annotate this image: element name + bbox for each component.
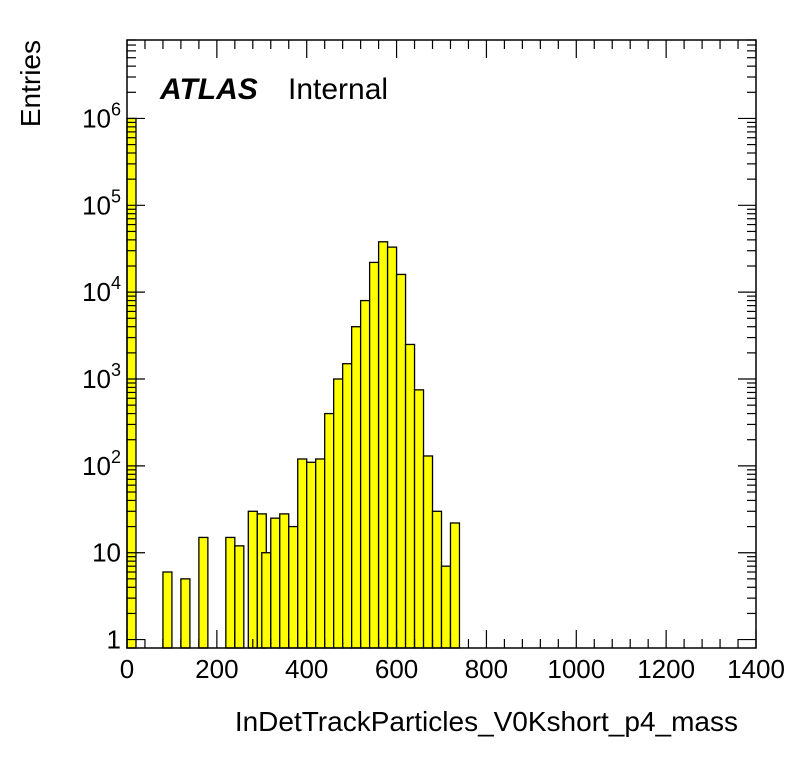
histogram-bar: [368, 261, 380, 649]
histogram-bar: [247, 510, 258, 649]
histogram-bar: [333, 378, 344, 649]
x-tick-label: 400: [285, 654, 328, 684]
x-axis-title: InDetTrackParticles_V0Kshort_p4_mass: [235, 706, 738, 737]
histogram-bar: [359, 299, 371, 649]
histogram-bar: [350, 326, 362, 649]
y-tick-label: 104: [82, 273, 121, 307]
y-tick-label: 105: [82, 186, 121, 220]
y-tick-label: 103: [82, 360, 121, 394]
plot-frame: [126, 39, 757, 649]
histogram-bar: [225, 536, 236, 649]
histogram-bars: [126, 117, 461, 649]
histogram-bar: [324, 412, 335, 649]
histogram-bar: [422, 455, 434, 649]
x-tick-label: 600: [375, 654, 418, 684]
histogram-bar: [431, 510, 443, 649]
y-axis-title: Entries: [15, 40, 46, 127]
x-tick-label: 200: [195, 654, 238, 684]
histogram-bar: [279, 513, 290, 649]
histogram-bar: [413, 389, 425, 649]
y-tick-label: 1: [107, 625, 121, 655]
histogram-bar: [315, 458, 326, 649]
histogram-bar: [342, 363, 353, 649]
histogram-bar: [234, 545, 245, 649]
histogram-bar: [306, 461, 317, 649]
histogram-bar: [386, 246, 398, 649]
histogram-bar: [180, 578, 191, 649]
histogram-bar: [449, 522, 461, 649]
y-tick-labels: 1 10 102 103 104 105 106: [82, 99, 121, 654]
x-tick-label: 1000: [547, 654, 605, 684]
y-tick-label: 106: [82, 99, 121, 133]
internal-label: Internal: [288, 73, 388, 106]
atlas-label: ATLAS: [159, 73, 258, 106]
histogram-bar: [198, 536, 209, 649]
histogram-bar: [288, 525, 299, 649]
axis-ticks: [126, 39, 757, 648]
histogram-bar: [162, 571, 173, 649]
histogram-bar: [297, 458, 308, 649]
x-tick-label: 1400: [727, 654, 785, 684]
x-tick-labels: 0 200 400 600 800 1000 1200 1400: [120, 654, 785, 684]
x-tick-label: 800: [465, 654, 508, 684]
x-tick-label: 1200: [637, 654, 695, 684]
histogram-bar: [440, 565, 452, 649]
histogram-bar: [404, 343, 416, 649]
histogram-bar: [377, 241, 389, 649]
x-tick-label: 0: [120, 654, 134, 684]
histogram-bar: [261, 552, 272, 649]
histogram-bar: [395, 273, 407, 649]
histogram-bar: [270, 517, 281, 649]
y-tick-label: 10: [92, 538, 121, 568]
y-tick-label: 102: [82, 447, 121, 481]
